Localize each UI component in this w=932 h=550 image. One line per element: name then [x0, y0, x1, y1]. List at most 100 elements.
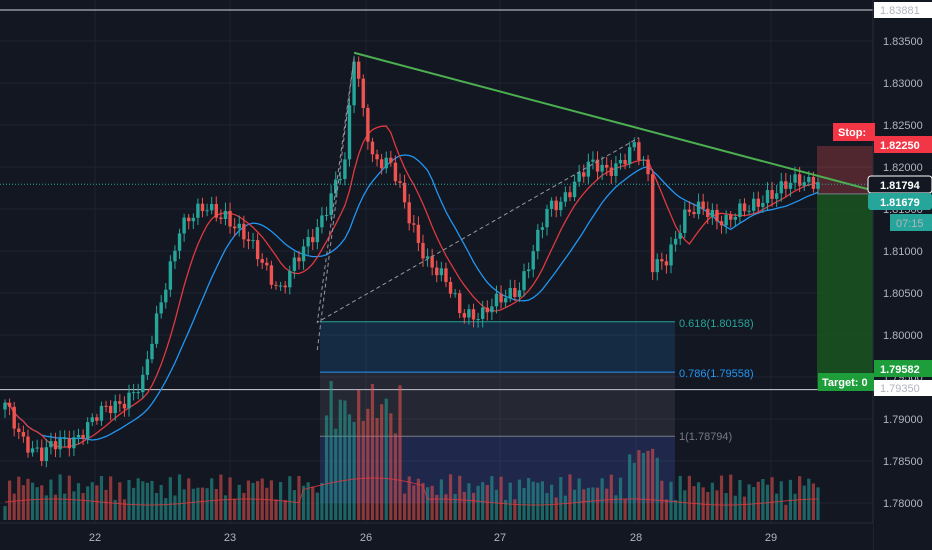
- candle-body: [490, 306, 494, 313]
- volume-bar: [384, 398, 388, 520]
- volume-bar: [251, 482, 255, 520]
- candle-body: [614, 163, 618, 176]
- volume-bar: [40, 485, 44, 520]
- grid-lines: [0, 0, 873, 523]
- time-tick-label: 26: [360, 532, 372, 544]
- volume-bar: [17, 476, 21, 520]
- candle-body: [191, 217, 196, 222]
- volume-bar: [357, 390, 361, 520]
- volume-bar: [586, 487, 590, 520]
- volume-bar: [76, 483, 81, 520]
- volume-bar: [816, 487, 820, 520]
- volume-bar: [549, 484, 554, 520]
- candle-body: [517, 290, 522, 297]
- candle-body: [104, 405, 108, 407]
- candle-body: [265, 262, 269, 266]
- candle-body: [531, 251, 535, 270]
- candle-body: [278, 285, 283, 287]
- time-axis[interactable]: [0, 522, 873, 550]
- volume-bar: [347, 414, 352, 520]
- candle-body: [352, 61, 356, 106]
- candle-body: [21, 431, 26, 437]
- support-level-value: 1.79350: [880, 383, 920, 395]
- volume-bar: [430, 485, 434, 520]
- candle-body: [228, 210, 232, 227]
- volume-bar: [109, 476, 113, 520]
- candle-body: [503, 298, 508, 303]
- volume-bar: [632, 462, 636, 520]
- candle-body: [742, 203, 747, 212]
- candle-body: [196, 203, 200, 218]
- candle-body: [563, 192, 568, 202]
- candle-body: [747, 210, 751, 212]
- stop-label: Stop:: [838, 127, 866, 139]
- candle-body: [692, 211, 696, 215]
- drawings[interactable]: [0, 51, 874, 351]
- fib-labels: 0.618(1.80158) 0.786(1.79558) 1(1.78794): [679, 318, 754, 443]
- price-axis[interactable]: [872, 0, 932, 550]
- volume-bar: [81, 493, 85, 520]
- volume-bar: [439, 479, 443, 520]
- candle-body: [242, 223, 246, 240]
- volume-bar: [283, 499, 287, 520]
- price-tick-label: 1.78000: [883, 498, 923, 510]
- volume-bar: [228, 477, 232, 520]
- volume-bar: [219, 474, 223, 520]
- candle-body: [793, 174, 797, 183]
- volume-bar: [398, 385, 402, 520]
- volume-bar: [132, 487, 136, 520]
- volume-bar: [471, 492, 476, 520]
- candle-body: [660, 259, 664, 262]
- position-tool[interactable]: [817, 146, 873, 390]
- volume-bar: [297, 475, 301, 520]
- candle-body: [687, 209, 692, 212]
- candle-body: [637, 142, 641, 161]
- candle-body: [412, 223, 416, 225]
- volume-bar: [637, 450, 641, 520]
- candle-body: [678, 232, 682, 239]
- volume-bar: [421, 483, 425, 520]
- volume-bar: [545, 493, 549, 520]
- volume-bar: [150, 480, 154, 520]
- volume-bar: [104, 489, 108, 520]
- volume-bar: [467, 483, 471, 520]
- volume-bar: [136, 478, 140, 520]
- candle-body: [765, 190, 770, 204]
- fib-label-1: 1(1.78794): [679, 431, 732, 443]
- target-zone: [817, 193, 873, 390]
- target-price: 1.79582: [880, 364, 920, 376]
- volume-bar: [508, 482, 512, 520]
- volume-bar: [724, 493, 728, 520]
- volume-bar: [301, 485, 306, 520]
- volume-bar: [292, 490, 296, 520]
- candle-body: [600, 164, 604, 172]
- candle-body: [779, 181, 783, 194]
- volume-bar: [246, 480, 251, 520]
- moving-averages: [4, 125, 819, 448]
- volume-bar: [311, 486, 315, 520]
- candle-body: [733, 216, 738, 220]
- volume-bar: [802, 485, 806, 520]
- candle-body: [480, 307, 485, 319]
- volume-bar: [425, 487, 430, 520]
- volume-bar: [361, 420, 365, 520]
- volume-bar: [531, 481, 535, 520]
- entry-price: 1.81679: [880, 197, 920, 209]
- volume-bar: [568, 474, 572, 520]
- dashed-swing-line: [316, 57, 640, 351]
- volume-bar: [343, 400, 347, 520]
- candle-body: [269, 265, 274, 285]
- volume-bar: [63, 493, 67, 520]
- candle-body: [379, 159, 384, 169]
- volume-bar: [242, 492, 246, 520]
- volume-bar: [196, 487, 200, 520]
- candle-body: [205, 210, 209, 212]
- candle-body: [136, 392, 140, 394]
- candle-body: [646, 159, 650, 175]
- volume-bar: [30, 482, 35, 520]
- candle-body: [673, 238, 678, 245]
- candle-body: [35, 447, 39, 449]
- volume-bar: [784, 504, 788, 520]
- volume-bar: [490, 476, 494, 520]
